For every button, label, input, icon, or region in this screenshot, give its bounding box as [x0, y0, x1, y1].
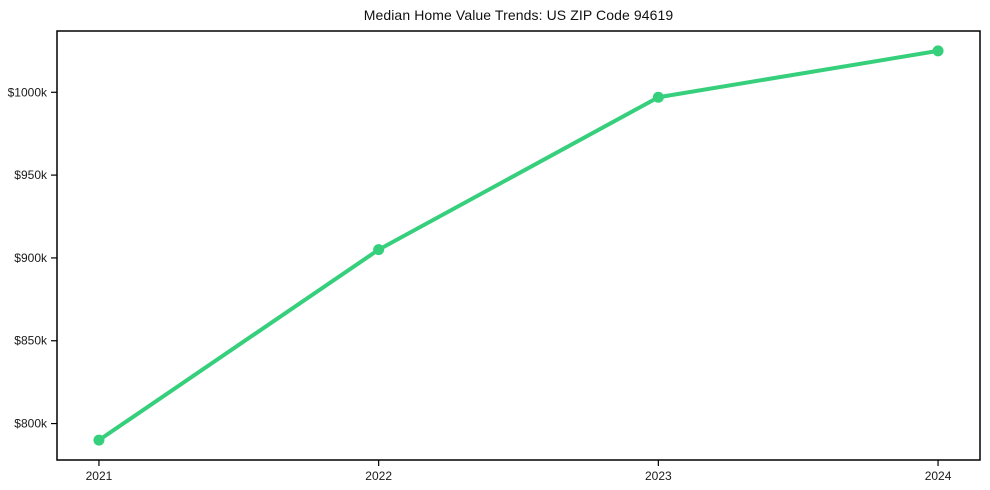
y-tick-label: $850k	[14, 334, 48, 348]
x-tick-label: 2024	[925, 469, 952, 483]
data-point-marker	[932, 45, 944, 57]
y-tick-label: $800k	[14, 417, 48, 431]
data-point-marker	[93, 434, 105, 446]
x-tick-label: 2021	[86, 469, 113, 483]
plot-border	[56, 30, 981, 461]
data-point-marker	[373, 244, 385, 256]
y-tick-label: $1000k	[8, 85, 48, 99]
y-tick-label: $900k	[14, 251, 48, 265]
x-tick-label: 2022	[365, 469, 392, 483]
chart-title: Median Home Value Trends: US ZIP Code 94…	[363, 7, 674, 23]
data-point-marker	[652, 91, 664, 103]
x-tick-label: 2023	[645, 469, 672, 483]
data-line	[96, 48, 941, 443]
y-tick-label: $950k	[14, 168, 48, 182]
